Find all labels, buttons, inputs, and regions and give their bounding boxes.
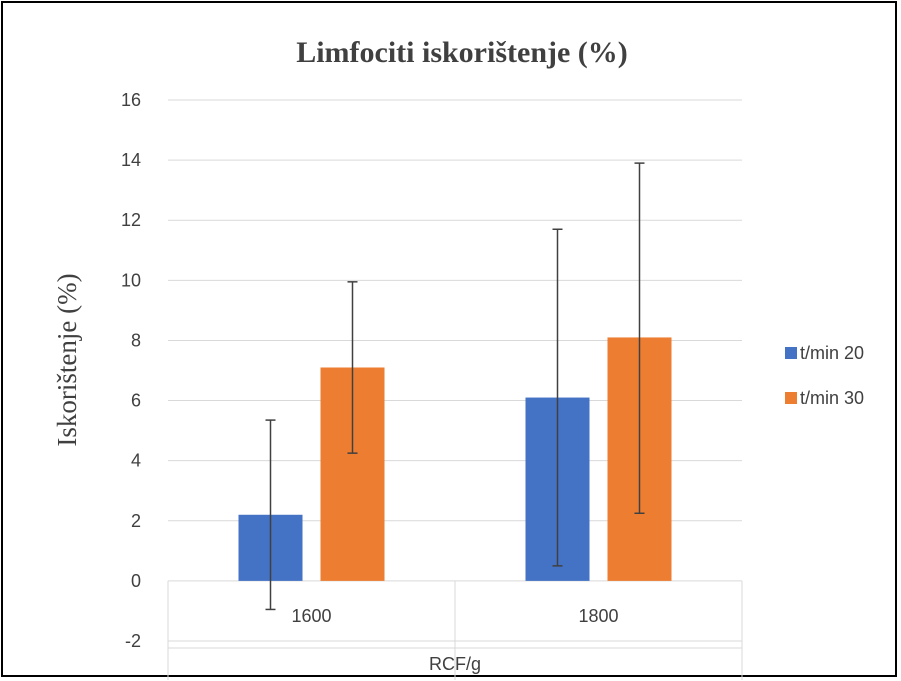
x-axis-label: RCF/g xyxy=(429,654,481,674)
legend: t/min 20 t/min 30 xyxy=(785,343,864,408)
x-tick-label: 1600 xyxy=(291,606,331,626)
category-axis: 1600 1800 xyxy=(167,580,743,680)
y-tick-label: 0 xyxy=(131,571,141,591)
bars xyxy=(238,337,672,581)
y-tick-label: 2 xyxy=(131,511,141,531)
y-tick-label: -2 xyxy=(125,631,141,651)
y-tick-label: 12 xyxy=(121,210,141,230)
y-tick-label: 8 xyxy=(131,330,141,350)
y-axis-label: Iskorištenje (%) xyxy=(52,273,82,446)
legend-swatch xyxy=(785,347,797,359)
y-tick-label: 6 xyxy=(131,391,141,411)
x-tick-label: 1800 xyxy=(578,606,618,626)
y-tick-label: 14 xyxy=(121,150,141,170)
y-tick-label: 4 xyxy=(131,451,141,471)
legend-label: t/min 20 xyxy=(800,343,864,363)
y-tick-labels: -2 0 2 4 6 8 10 12 14 16 xyxy=(121,90,141,651)
chart-title: Limfociti iskorištenje (%) xyxy=(296,36,628,69)
y-tick-label: 10 xyxy=(121,270,141,290)
legend-label: t/min 30 xyxy=(800,388,864,408)
error-bars xyxy=(265,162,645,611)
legend-swatch xyxy=(785,392,797,404)
y-tick-label: 16 xyxy=(121,90,141,110)
